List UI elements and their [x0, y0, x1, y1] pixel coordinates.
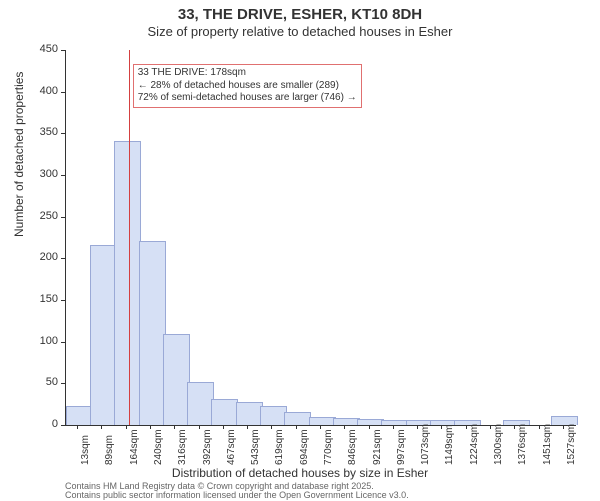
xtick-mark: [126, 425, 127, 429]
ytick-mark: [61, 258, 65, 259]
xtick-label: 1224sqm: [469, 424, 480, 465]
histogram-bar: [381, 420, 408, 425]
ytick-mark: [61, 50, 65, 51]
xtick-mark: [466, 425, 467, 429]
xtick-mark: [296, 425, 297, 429]
xtick-label: 240sqm: [153, 429, 164, 465]
callout-box: 33 THE DRIVE: 178sqm← 28% of detached ho…: [133, 64, 362, 108]
xtick-mark: [247, 425, 248, 429]
callout-line3: 72% of semi-detached houses are larger (…: [138, 92, 357, 105]
histogram-bar: [211, 399, 238, 425]
ytick-label: 100: [28, 335, 58, 347]
ytick-label: 400: [28, 85, 58, 97]
xtick-label: 1300sqm: [493, 424, 504, 465]
ytick-mark: [61, 133, 65, 134]
ytick-label: 350: [28, 126, 58, 138]
xtick-mark: [344, 425, 345, 429]
xtick-label: 392sqm: [202, 429, 213, 465]
xtick-mark: [417, 425, 418, 429]
xtick-mark: [369, 425, 370, 429]
ytick-mark: [61, 217, 65, 218]
histogram-bar: [309, 417, 336, 426]
ytick-mark: [61, 425, 65, 426]
xtick-mark: [320, 425, 321, 429]
callout-line1: 33 THE DRIVE: 178sqm: [138, 67, 357, 80]
xtick-label: 694sqm: [299, 429, 310, 465]
ytick-label: 200: [28, 251, 58, 263]
ytick-label: 450: [28, 43, 58, 55]
histogram-bar: [139, 241, 166, 425]
histogram-bar: [236, 402, 263, 426]
xtick-label: 13sqm: [80, 435, 91, 465]
xtick-label: 1149sqm: [444, 425, 455, 465]
ytick-mark: [61, 342, 65, 343]
xtick-label: 619sqm: [274, 429, 285, 465]
ytick-mark: [61, 92, 65, 93]
histogram-bar: [66, 406, 93, 425]
y-axis-label: Number of detached properties: [12, 72, 26, 237]
xtick-label: 467sqm: [226, 429, 237, 465]
ytick-label: 0: [28, 418, 58, 430]
xtick-mark: [563, 425, 564, 429]
ytick-mark: [61, 383, 65, 384]
ytick-label: 50: [28, 376, 58, 388]
histogram-bar: [114, 141, 141, 425]
footer-attribution: Contains HM Land Registry data © Crown c…: [65, 482, 409, 501]
chart-title-desc: Size of property relative to detached ho…: [0, 24, 600, 39]
xtick-label: 770sqm: [323, 429, 334, 465]
callout-line2: ← 28% of detached houses are smaller (28…: [138, 80, 357, 93]
xtick-label: 997sqm: [396, 429, 407, 465]
histogram-bar: [284, 412, 311, 425]
ytick-mark: [61, 175, 65, 176]
marker-line: [129, 50, 130, 425]
xtick-label: 921sqm: [372, 429, 383, 465]
xtick-mark: [223, 425, 224, 429]
ytick-label: 150: [28, 293, 58, 305]
xtick-mark: [441, 425, 442, 429]
chart-container: 33, THE DRIVE, ESHER, KT10 8DH Size of p…: [0, 0, 600, 500]
xtick-label: 1451sqm: [542, 424, 553, 465]
ytick-mark: [61, 300, 65, 301]
ytick-label: 250: [28, 210, 58, 222]
xtick-mark: [490, 425, 491, 429]
histogram-bar: [260, 406, 287, 425]
xtick-label: 1376sqm: [517, 424, 528, 465]
xtick-mark: [199, 425, 200, 429]
xtick-mark: [77, 425, 78, 429]
xtick-mark: [271, 425, 272, 429]
xtick-label: 89sqm: [104, 435, 115, 465]
xtick-label: 1527sqm: [566, 424, 577, 465]
histogram-bar: [333, 418, 360, 425]
histogram-bar: [90, 245, 117, 425]
xtick-label: 316sqm: [177, 429, 188, 465]
xtick-label: 846sqm: [347, 429, 358, 465]
xtick-mark: [101, 425, 102, 429]
footer-line2: Contains public sector information licen…: [65, 491, 409, 500]
ytick-label: 300: [28, 168, 58, 180]
histogram-bar: [357, 419, 384, 425]
xtick-mark: [150, 425, 151, 429]
xtick-mark: [539, 425, 540, 429]
xtick-mark: [174, 425, 175, 429]
xtick-label: 164sqm: [129, 429, 140, 465]
xtick-label: 1073sqm: [420, 424, 431, 465]
xtick-mark: [514, 425, 515, 429]
xtick-label: 543sqm: [250, 429, 261, 465]
xtick-mark: [393, 425, 394, 429]
x-axis-label: Distribution of detached houses by size …: [0, 466, 600, 480]
histogram-bar: [187, 382, 214, 425]
chart-title-address: 33, THE DRIVE, ESHER, KT10 8DH: [0, 6, 600, 23]
histogram-bar: [163, 334, 190, 425]
